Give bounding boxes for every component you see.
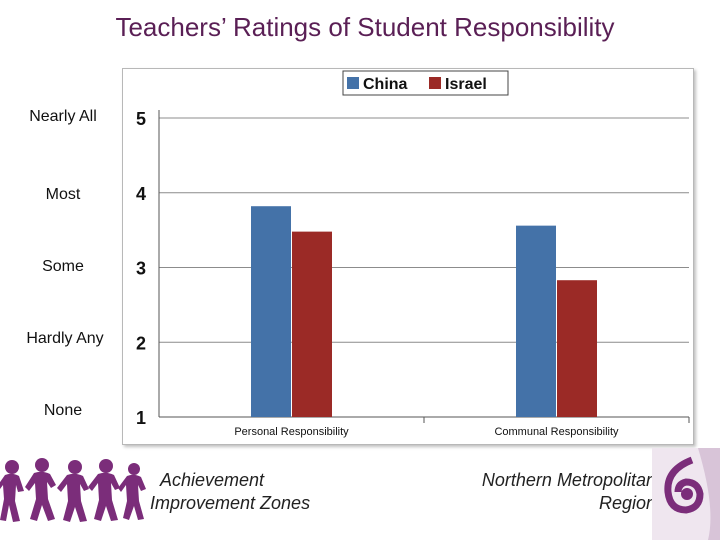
y-tick-label-2: 2 <box>136 333 146 353</box>
chart-frame: 1 2 3 4 5 Personal Responsibility Communal Res… <box>122 68 694 445</box>
footer-left-line-1: Achievement <box>160 470 265 490</box>
region-logo-icon <box>652 448 720 540</box>
children-silhouettes-icon <box>0 458 146 522</box>
footer-right-line-2: Region <box>598 493 656 513</box>
x-tick-label-1: Personal Responsibility <box>234 426 349 438</box>
y-tick-label-1: 1 <box>136 408 146 428</box>
footer-region-name: Northern Metropolitan Region <box>430 469 656 515</box>
y-tick-label-4: 4 <box>136 184 146 204</box>
bar-israel-2 <box>557 280 597 417</box>
footer-left-line-2: Improvement Zones <box>150 493 311 513</box>
slide-title: Teachers’ Ratings of Student Responsibil… <box>115 12 615 42</box>
footer-achievement-zones: Achievement Improvement Zones <box>150 469 310 515</box>
legend-swatch-china <box>347 77 359 89</box>
bar-chart: 1 2 3 4 5 Personal Responsibility Communal Res… <box>136 70 690 438</box>
bar-china-1 <box>251 206 291 417</box>
scale-label-none: None <box>43 402 83 419</box>
scale-label-nearly-all: Nearly All <box>29 108 97 125</box>
bar-israel-1 <box>292 231 332 417</box>
x-tick-label-2: Communal Responsibility <box>494 426 619 438</box>
bar-china-2 <box>516 225 556 417</box>
y-tick-label-5: 5 <box>136 109 146 129</box>
legend-swatch-israel <box>429 77 441 89</box>
scale-label-hardly-any: Hardly Any <box>26 330 104 347</box>
scale-label-some: Some <box>42 258 84 275</box>
y-tick-label-3: 3 <box>136 259 146 279</box>
scale-label-most: Most <box>45 186 81 203</box>
footer-right-line-1: Northern Metropolitan <box>481 470 656 490</box>
legend-label-israel: Israel <box>445 76 487 93</box>
legend-box <box>342 70 509 96</box>
legend-label-china: China <box>363 76 408 93</box>
